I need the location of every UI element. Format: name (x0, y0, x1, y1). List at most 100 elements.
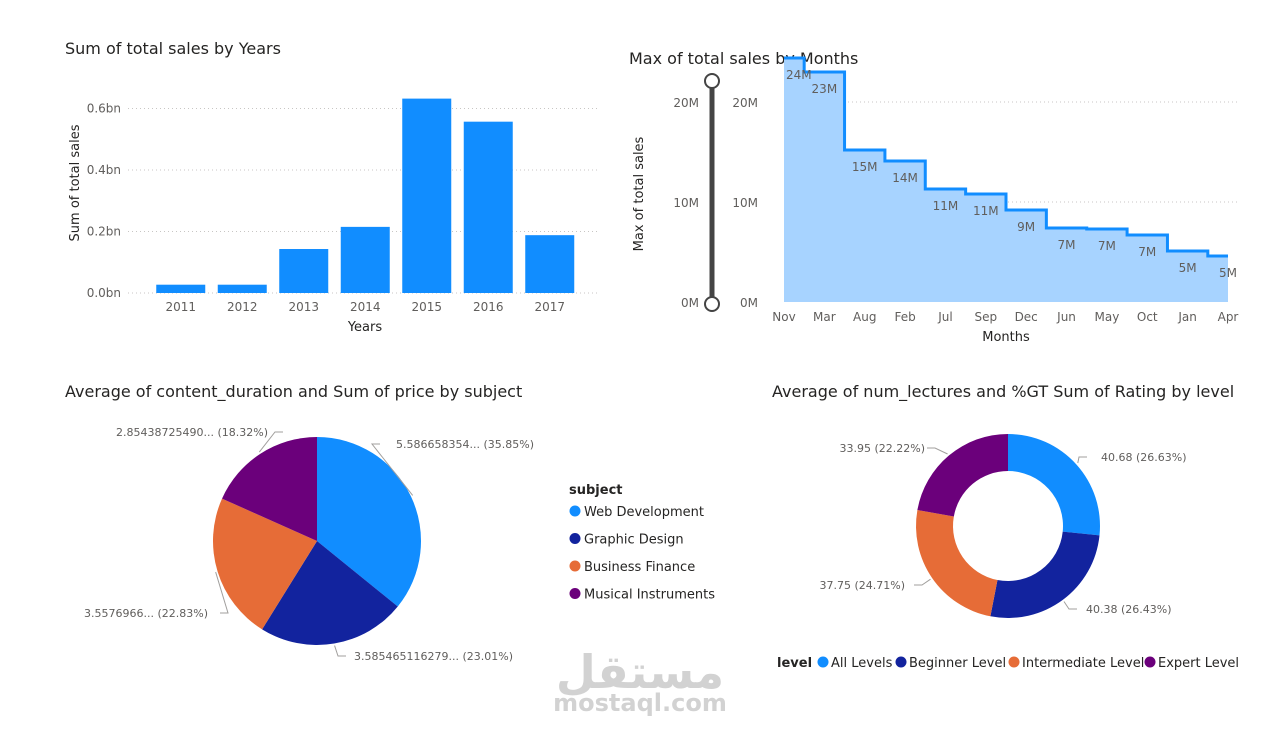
y-tick-label: 20M (732, 96, 758, 110)
watermark-latin: mostaql.com (553, 689, 727, 717)
legend-title: subject (569, 483, 623, 498)
x-tick-label: 2012 (227, 300, 258, 314)
x-tick-label: May (1095, 310, 1120, 324)
legend-item-expert-level[interactable]: Expert Level (1144, 656, 1240, 671)
legend-label: Intermediate Level (1022, 656, 1144, 671)
legend-marker (569, 533, 581, 544)
leader-line (334, 645, 346, 657)
slice-intermediate-level[interactable] (916, 510, 998, 617)
data-label: 11M (933, 199, 959, 213)
leader-line (927, 447, 948, 455)
legend-label: Musical Instruments (584, 588, 715, 603)
legend-item-all-levels[interactable]: All Levels (817, 656, 893, 671)
zoom-slider-top-handle[interactable] (704, 73, 720, 89)
data-label: 15M (852, 160, 878, 174)
bar-2017[interactable] (525, 235, 575, 293)
donut-chart-level: Average of num_lectures and %GT Sum of R… (772, 382, 1239, 671)
slice-graphic-design[interactable] (262, 541, 398, 645)
x-tick-label: Mar (813, 310, 836, 324)
slice-beginner-level[interactable] (990, 531, 1100, 618)
leader-line (215, 571, 229, 614)
leader-line (1063, 601, 1077, 610)
slice-label: 40.38 (26.43%) (1086, 603, 1172, 616)
legend-item-musical-instruments[interactable]: Musical Instruments (569, 588, 716, 603)
x-tick-label: Apr (1218, 310, 1239, 324)
data-label: 5M (1179, 261, 1197, 275)
y-tick-label: 0M (740, 296, 758, 310)
legend-label: Beginner Level (909, 656, 1006, 671)
data-label: 9M (1017, 220, 1035, 234)
legend-item-web-development[interactable]: Web Development (569, 505, 705, 520)
zoom-slider-bottom-handle[interactable] (704, 296, 720, 312)
data-label: 14M (892, 171, 918, 185)
slider-tick-label: 10M (673, 196, 699, 210)
legend-title: level (777, 656, 812, 671)
legend: subject Web Development Graphic Design Bus… (569, 483, 715, 603)
legend-marker (569, 588, 581, 599)
x-tick-label: Nov (772, 310, 795, 324)
x-tick-label: Feb (894, 310, 915, 324)
pie-chart-subject: Average of content_duration and Sum of p… (65, 382, 715, 663)
y-tick-label: 0.4bn (87, 163, 121, 177)
legend-marker (569, 560, 581, 572)
leader-line (258, 431, 283, 453)
y-tick-label: 0.0bn (87, 286, 121, 300)
legend-item-graphic-design[interactable]: Graphic Design (569, 533, 684, 548)
bar-2013[interactable] (279, 249, 329, 293)
x-tick-label: 2011 (165, 300, 196, 314)
slice-web-development[interactable] (317, 437, 421, 607)
legend-marker (569, 505, 581, 517)
x-tick-label: Jul (937, 310, 952, 324)
slice-label: 3.585465116279... (23.01%) (354, 650, 513, 663)
y-tick-label: 0.2bn (87, 224, 121, 238)
x-tick-label: Oct (1137, 310, 1158, 324)
slider-tick-label: 0M (681, 296, 699, 310)
legend-item-beginner-level[interactable]: Beginner Level (895, 656, 1007, 671)
legend-label: Business Finance (584, 560, 695, 575)
data-label: 7M (1098, 239, 1116, 253)
zoom-slider[interactable] (704, 73, 720, 312)
chart-title: Average of content_duration and Sum of p… (65, 382, 522, 402)
bar-2016[interactable] (463, 121, 513, 294)
y-axis-title: Sum of total sales (68, 124, 83, 241)
bar-2012[interactable] (217, 284, 267, 293)
leader-line (914, 578, 931, 586)
y-axis-title: Max of total sales (632, 136, 647, 251)
slice-musical-instruments[interactable] (222, 437, 317, 541)
data-label: 5M (1219, 266, 1237, 280)
slice-label: 3.5576966... (22.83%) (84, 607, 208, 620)
data-label: 7M (1058, 238, 1076, 252)
slider-tick-label: 20M (673, 96, 699, 110)
x-axis-title: Years (347, 320, 383, 335)
legend-label: Web Development (584, 505, 704, 520)
bar-2015[interactable] (402, 98, 452, 293)
data-label: 11M (973, 204, 999, 218)
legend-item-business-finance[interactable]: Business Finance (569, 560, 696, 575)
slice-label: 37.75 (24.71%) (819, 579, 905, 592)
bar-2011[interactable] (156, 284, 206, 293)
leader-line (370, 443, 414, 496)
chart-title: Sum of total sales by Years (65, 39, 281, 58)
slice-label: 40.68 (26.63%) (1101, 451, 1187, 464)
x-tick-label: 2014 (350, 300, 381, 314)
y-tick-label: 10M (732, 196, 758, 210)
legend-label: Expert Level (1158, 656, 1239, 671)
x-tick-label: Dec (1015, 310, 1038, 324)
bar-2014[interactable] (340, 226, 390, 293)
legend-label: All Levels (831, 656, 893, 671)
y-tick-label: 0.6bn (87, 101, 121, 115)
x-tick-label: Jan (1177, 310, 1197, 324)
slice-business-finance[interactable] (213, 498, 317, 630)
series-line (784, 56, 1228, 258)
data-label: 24M (786, 68, 812, 82)
x-tick-label: 2013 (288, 300, 319, 314)
slice-expert-level[interactable] (917, 434, 1008, 517)
x-tick-label: Aug (853, 310, 876, 324)
data-label: 7M (1138, 245, 1156, 259)
legend-marker (895, 656, 907, 668)
legend-item-intermediate-level[interactable]: Intermediate Level (1008, 656, 1145, 671)
legend: level All Levels Beginner Level Intermedia… (777, 656, 1239, 671)
slice-all-levels[interactable] (1008, 434, 1101, 536)
legend-marker (1144, 656, 1156, 668)
legend-label: Graphic Design (584, 533, 684, 548)
